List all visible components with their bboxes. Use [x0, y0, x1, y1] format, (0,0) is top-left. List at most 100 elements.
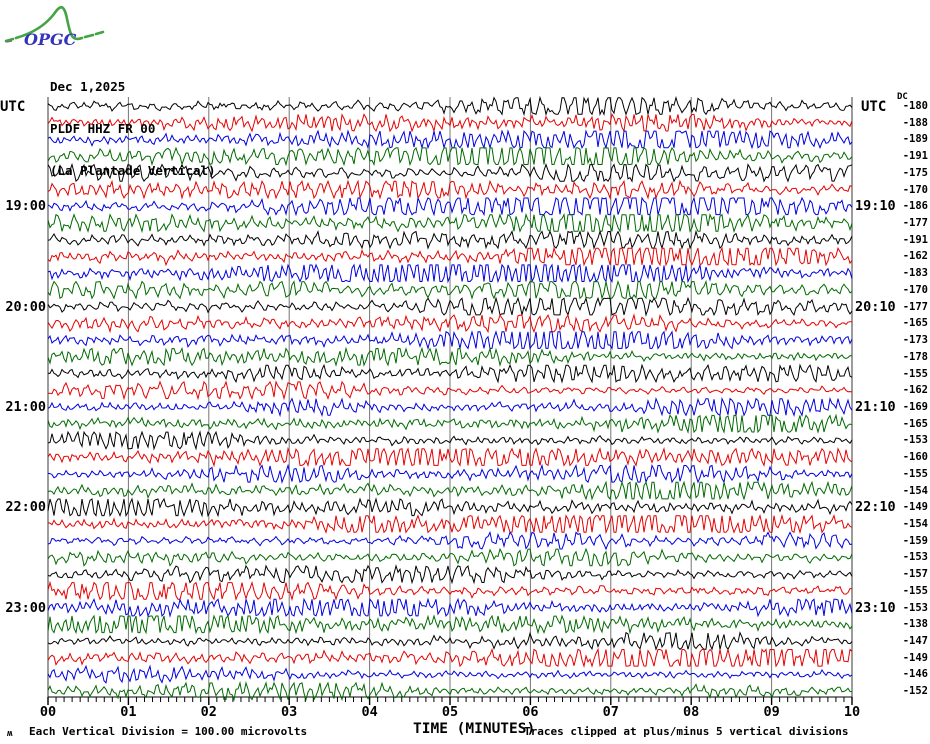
hour-label-left: 23:00 [5, 599, 46, 616]
trace-row-30 [47, 580, 853, 602]
trace-row-31 [47, 597, 853, 618]
trace-row-1 [47, 95, 853, 117]
trace-row-36 [47, 680, 853, 702]
hour-label-right: 19:10 [855, 198, 896, 215]
dc-value: -165 [902, 417, 928, 430]
trace-row-6 [47, 179, 853, 200]
trace-row-27 [47, 530, 853, 551]
opgc-logo: OPGC [4, 5, 105, 49]
trace-row-22 [47, 446, 853, 468]
trace-row-9 [47, 229, 853, 250]
dc-value: -191 [902, 233, 928, 246]
hour-label-right: 22:10 [855, 499, 896, 516]
dc-value: -186 [902, 200, 928, 213]
trace-row-13 [47, 296, 853, 317]
dc-value: -152 [902, 685, 928, 698]
trace-row-3 [47, 129, 853, 150]
dc-value: -138 [902, 618, 928, 631]
hour-label-right: 23:10 [855, 599, 896, 616]
minute-tick-label: 08 [683, 704, 700, 720]
trace-row-34 [47, 647, 853, 669]
minute-tick-label: 06 [522, 704, 539, 720]
dc-value: -155 [902, 367, 928, 380]
dc-value: -149 [902, 651, 928, 664]
trace-row-26 [47, 513, 853, 535]
dc-value: -160 [902, 451, 928, 464]
hour-label-left: 20:00 [5, 298, 46, 315]
waveform-glyph-icon: ʍ [7, 729, 13, 739]
trace-row-25 [47, 497, 853, 518]
dc-value: -170 [902, 183, 928, 196]
station-code: PLDF HHZ FR 00 [50, 121, 156, 136]
dc-value: -157 [902, 568, 928, 581]
trace-row-33 [47, 631, 853, 651]
trace-row-15 [47, 329, 853, 351]
trace-row-24 [47, 480, 853, 501]
minute-tick-label: 01 [120, 704, 137, 720]
logo-curve [4, 5, 105, 43]
hour-label-left: 19:00 [5, 198, 46, 215]
clip-note: Traces clipped at plus/minus 5 vertical … [524, 725, 849, 738]
trace-row-4 [47, 146, 853, 167]
scale-note: Each Vertical Division = 100.00 microvol… [29, 725, 308, 738]
minute-tick-label: 03 [281, 704, 298, 720]
trace-row-11 [47, 263, 853, 284]
dc-value: -159 [902, 534, 928, 547]
dc-value: -180 [902, 100, 928, 112]
minute-tick-label: 02 [200, 704, 217, 720]
dc-value: -155 [902, 467, 928, 480]
header-date: Dec 1,2025 [50, 79, 126, 94]
trace-row-7 [47, 196, 853, 217]
trace-row-20 [47, 413, 853, 434]
trace-row-32 [47, 614, 853, 635]
dc-value: -153 [902, 601, 928, 614]
header-block: Dec 1,2025 PLDF HHZ FR 00 (La Plantade V… [50, 52, 216, 206]
trace-row-35 [47, 664, 853, 684]
dc-value: -188 [902, 116, 928, 129]
dc-value: -147 [902, 635, 928, 648]
station-description: (La Plantade Vertical) [50, 163, 216, 178]
logo-dash-icon [5, 40, 13, 43]
dc-value: -189 [902, 133, 928, 146]
trace-row-21 [47, 430, 853, 451]
dc-value: -153 [902, 434, 928, 447]
dc-value: -175 [902, 166, 928, 179]
dc-value: -178 [902, 350, 928, 363]
dc-value: -177 [902, 217, 928, 230]
trace-row-12 [47, 279, 853, 301]
trace-row-10 [47, 246, 853, 267]
minute-tick-label: 09 [763, 704, 780, 720]
minute-tick-label: 05 [441, 704, 459, 720]
trace-row-29 [47, 564, 853, 585]
dc-value: -170 [902, 283, 928, 296]
trace-row-23 [47, 463, 853, 484]
dc-value: -162 [902, 250, 928, 263]
utc-label-left: UTC [0, 99, 26, 115]
hour-label-right: 21:10 [855, 398, 896, 415]
dc-value: -162 [902, 384, 928, 397]
minute-tick-label: 00 [39, 704, 57, 720]
dc-value: -183 [902, 267, 928, 280]
dc-value: -153 [902, 551, 928, 564]
hour-label-left: 21:00 [5, 398, 46, 415]
dc-value: -146 [902, 668, 928, 681]
hour-label-left: 22:00 [5, 499, 46, 516]
minute-tick-label: 10 [843, 704, 861, 720]
utc-label-right: UTC [861, 99, 887, 115]
dc-value: -155 [902, 584, 928, 597]
dc-value: -173 [902, 334, 928, 347]
trace-row-14 [47, 313, 853, 334]
dc-value: -169 [902, 400, 928, 413]
dc-value: -154 [902, 484, 928, 497]
dc-value: -177 [902, 300, 928, 313]
trace-row-19 [47, 396, 853, 418]
trace-row-2 [47, 113, 853, 133]
trace-row-8 [47, 212, 853, 234]
dc-value: -154 [902, 518, 928, 530]
trace-row-18 [47, 380, 853, 401]
minute-tick-label: 07 [602, 704, 619, 720]
trace-row-28 [47, 547, 853, 567]
trace-row-17 [47, 363, 853, 384]
